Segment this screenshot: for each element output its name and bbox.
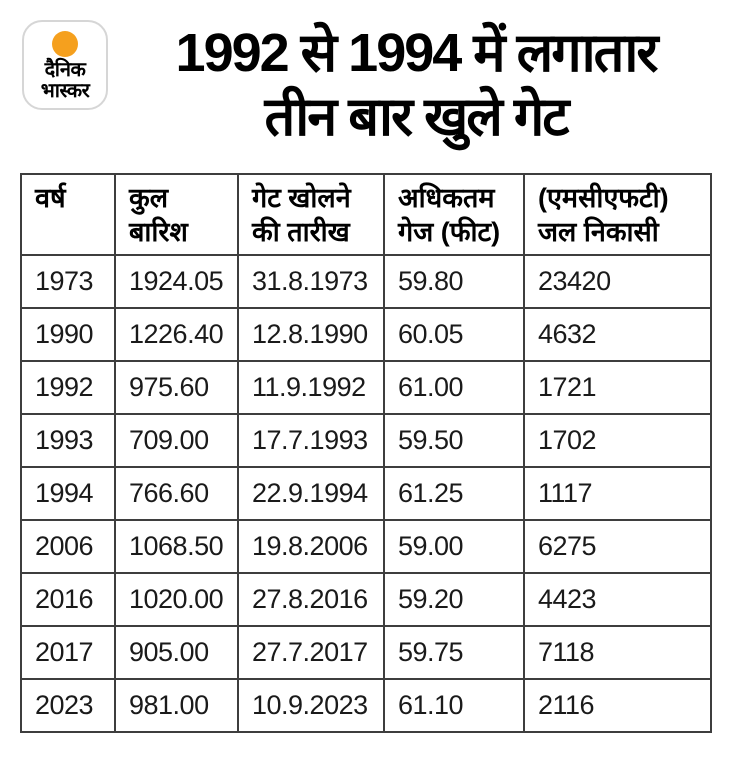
table-row: 2017 905.00 27.7.2017 59.75 7118 bbox=[20, 624, 712, 680]
gauge-cell: 59.00 bbox=[383, 518, 525, 574]
gate-opening-table: वर्ष कुल बारिश गेट खोलने की तारीख अधिकतम… bbox=[20, 173, 712, 733]
rainfall-cell: 905.00 bbox=[114, 624, 239, 680]
table-row: 2016 1020.00 27.8.2016 59.20 4423 bbox=[20, 571, 712, 627]
date-cell: 17.7.1993 bbox=[237, 412, 385, 468]
date-cell: 19.8.2006 bbox=[237, 518, 385, 574]
date-cell: 31.8.1973 bbox=[237, 253, 385, 309]
gauge-cell: 59.75 bbox=[383, 624, 525, 680]
title-line-1: 1992 से 1994 में लगातार bbox=[175, 23, 659, 83]
discharge-cell: 4423 bbox=[523, 571, 712, 627]
logo-text-line1: दैनिक bbox=[44, 58, 86, 81]
table-row: 2006 1068.50 19.8.2006 59.00 6275 bbox=[20, 518, 712, 574]
rainfall-cell: 1226.40 bbox=[114, 306, 239, 362]
gauge-cell: 61.25 bbox=[383, 465, 525, 521]
col-header-discharge: (एमसीएफटी) जल निकासी bbox=[523, 173, 712, 256]
col-header-year: वर्ष bbox=[20, 173, 116, 256]
table-row: 2023 981.00 10.9.2023 61.10 2116 bbox=[20, 677, 712, 733]
table-row: 1990 1226.40 12.8.1990 60.05 4632 bbox=[20, 306, 712, 362]
rainfall-cell: 766.60 bbox=[114, 465, 239, 521]
gauge-cell: 59.20 bbox=[383, 571, 525, 627]
gauge-cell: 61.00 bbox=[383, 359, 525, 415]
gauge-cell: 59.80 bbox=[383, 253, 525, 309]
table-header-row: वर्ष कुल बारिश गेट खोलने की तारीख अधिकतम… bbox=[20, 173, 712, 256]
date-cell: 27.8.2016 bbox=[237, 571, 385, 627]
date-cell: 12.8.1990 bbox=[237, 306, 385, 362]
table-row: 1994 766.60 22.9.1994 61.25 1117 bbox=[20, 465, 712, 521]
discharge-cell: 6275 bbox=[523, 518, 712, 574]
date-cell: 10.9.2023 bbox=[237, 677, 385, 733]
col-header-date: गेट खोलने की तारीख bbox=[237, 173, 385, 256]
discharge-cell: 2116 bbox=[523, 677, 712, 733]
discharge-cell: 4632 bbox=[523, 306, 712, 362]
table-row: 1992 975.60 11.9.1992 61.00 1721 bbox=[20, 359, 712, 415]
page-title: 1992 से 1994 में लगातार तीन बार खुले गेट bbox=[108, 20, 724, 149]
date-cell: 27.7.2017 bbox=[237, 624, 385, 680]
table-row: 1993 709.00 17.7.1993 59.50 1702 bbox=[20, 412, 712, 468]
discharge-cell: 1721 bbox=[523, 359, 712, 415]
year-cell: 1973 bbox=[20, 253, 116, 309]
title-line-2: तीन बार खुले गेट bbox=[264, 86, 569, 147]
rainfall-cell: 1924.05 bbox=[114, 253, 239, 309]
rainfall-cell: 981.00 bbox=[114, 677, 239, 733]
gauge-cell: 61.10 bbox=[383, 677, 525, 733]
rainfall-cell: 1020.00 bbox=[114, 571, 239, 627]
gauge-cell: 60.05 bbox=[383, 306, 525, 362]
table-row: 1973 1924.05 31.8.1973 59.80 23420 bbox=[20, 253, 712, 309]
dainik-bhaskar-logo: दैनिक भास्कर bbox=[22, 20, 108, 110]
date-cell: 22.9.1994 bbox=[237, 465, 385, 521]
year-cell: 2016 bbox=[20, 571, 116, 627]
gauge-cell: 59.50 bbox=[383, 412, 525, 468]
year-cell: 1994 bbox=[20, 465, 116, 521]
masthead: दैनिक भास्कर 1992 से 1994 में लगातार तीन … bbox=[0, 0, 730, 149]
rainfall-cell: 709.00 bbox=[114, 412, 239, 468]
discharge-cell: 23420 bbox=[523, 253, 712, 309]
year-cell: 2006 bbox=[20, 518, 116, 574]
discharge-cell: 7118 bbox=[523, 624, 712, 680]
col-header-rainfall: कुल बारिश bbox=[114, 173, 239, 256]
discharge-cell: 1117 bbox=[523, 465, 712, 521]
year-cell: 2017 bbox=[20, 624, 116, 680]
rainfall-cell: 1068.50 bbox=[114, 518, 239, 574]
rainfall-cell: 975.60 bbox=[114, 359, 239, 415]
year-cell: 1992 bbox=[20, 359, 116, 415]
date-cell: 11.9.1992 bbox=[237, 359, 385, 415]
discharge-cell: 1702 bbox=[523, 412, 712, 468]
sun-icon bbox=[52, 30, 78, 57]
year-cell: 1993 bbox=[20, 412, 116, 468]
col-header-gauge: अधिकतम गेज (फीट) bbox=[383, 173, 525, 256]
year-cell: 1990 bbox=[20, 306, 116, 362]
year-cell: 2023 bbox=[20, 677, 116, 733]
logo-text-line2: भास्कर bbox=[40, 79, 90, 102]
